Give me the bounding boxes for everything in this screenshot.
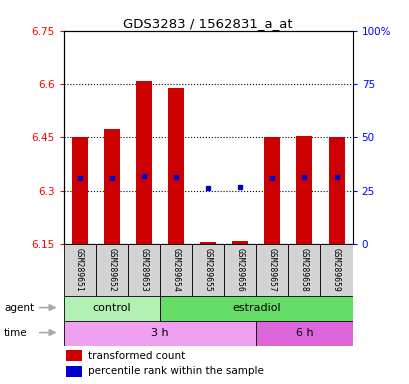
Bar (63, 244, 95, 296)
Text: GSM289651: GSM289651 (75, 248, 84, 292)
Text: GSM289653: GSM289653 (139, 248, 148, 292)
Text: transformed count: transformed count (88, 351, 185, 361)
Bar (103, 129, 119, 244)
Text: GSM289652: GSM289652 (107, 248, 116, 292)
Bar (320, 244, 352, 296)
Bar (66, 366, 82, 377)
Bar (63, 321, 256, 346)
Text: percentile rank within the sample: percentile rank within the sample (88, 366, 263, 376)
Bar (288, 244, 320, 296)
Bar (160, 244, 191, 296)
Bar (135, 81, 151, 244)
Bar (160, 296, 352, 321)
Text: 6 h: 6 h (295, 328, 312, 338)
Text: GSM289657: GSM289657 (267, 248, 276, 292)
Text: GSM289654: GSM289654 (171, 248, 180, 292)
Bar (256, 321, 352, 346)
Bar (72, 137, 88, 244)
Title: GDS3283 / 1562831_a_at: GDS3283 / 1562831_a_at (123, 17, 292, 30)
Bar (256, 244, 288, 296)
Bar (168, 88, 184, 244)
Text: GSM289656: GSM289656 (235, 248, 244, 292)
Bar (95, 244, 128, 296)
Text: GSM289658: GSM289658 (299, 248, 308, 292)
Bar (328, 137, 344, 244)
Bar (296, 136, 312, 244)
Text: 3 h: 3 h (151, 328, 168, 338)
Text: estradiol: estradiol (231, 303, 280, 313)
Bar (191, 244, 224, 296)
Text: GSM289659: GSM289659 (331, 248, 340, 292)
Text: time: time (4, 328, 28, 338)
Text: agent: agent (4, 303, 34, 313)
Bar (231, 241, 247, 244)
Bar (224, 244, 256, 296)
Text: control: control (92, 303, 131, 313)
Bar (128, 244, 160, 296)
Bar (66, 350, 82, 361)
Bar (63, 296, 160, 321)
Text: GSM289655: GSM289655 (203, 248, 212, 292)
Bar (200, 242, 216, 244)
Bar (264, 137, 280, 244)
